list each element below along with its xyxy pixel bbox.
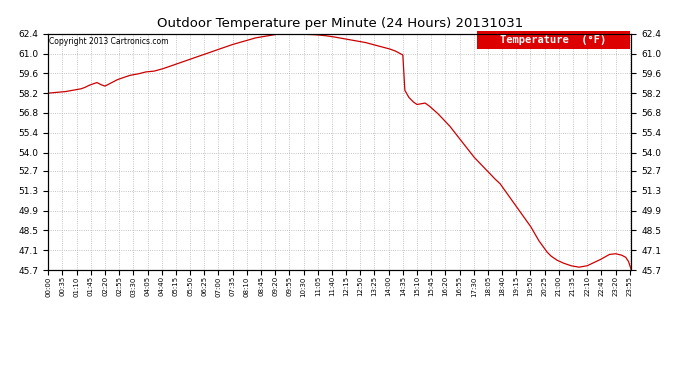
Text: Copyright 2013 Cartronics.com: Copyright 2013 Cartronics.com [50, 37, 169, 46]
Title: Outdoor Temperature per Minute (24 Hours) 20131031: Outdoor Temperature per Minute (24 Hours… [157, 17, 523, 30]
